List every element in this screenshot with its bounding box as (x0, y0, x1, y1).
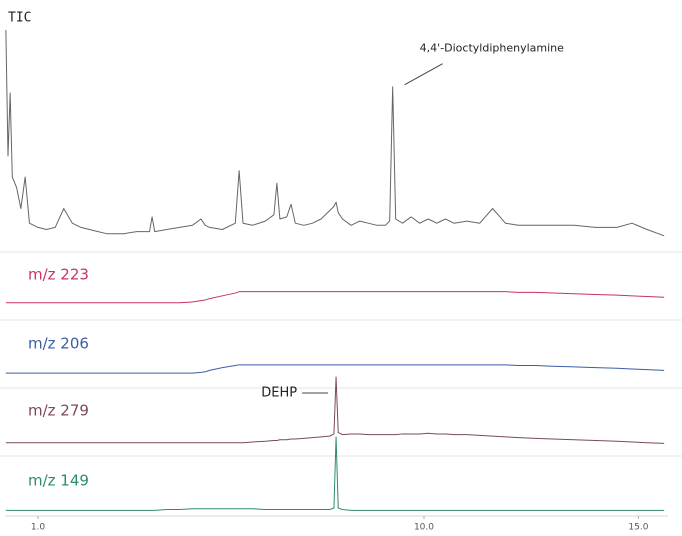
annotation: DEHP (261, 386, 297, 401)
series-label: TIC (8, 11, 31, 26)
series-label: m/z 223 (28, 266, 89, 284)
trace (5, 376, 665, 444)
x-tick-label: 10.0 (414, 523, 434, 533)
series-label: m/z 279 (28, 402, 89, 420)
trace (5, 291, 665, 304)
series-label: m/z 206 (28, 335, 89, 353)
annotation-leader (404, 63, 443, 86)
x-tick-label: 15.0 (628, 523, 648, 533)
trace (5, 436, 665, 511)
trace (5, 29, 665, 237)
x-tick-label: 1.0 (31, 523, 46, 533)
trace (5, 364, 665, 374)
series-label: m/z 149 (28, 472, 89, 490)
annotation: 4,4'-Dioctyldiphenylamine (420, 42, 564, 55)
